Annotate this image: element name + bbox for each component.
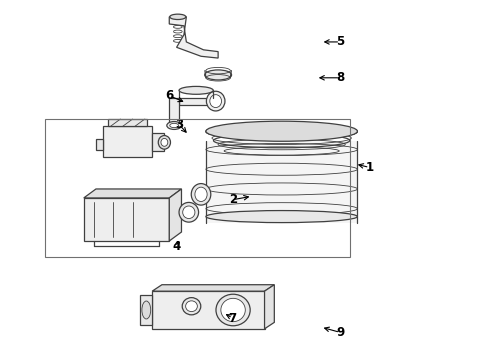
Ellipse shape bbox=[161, 138, 168, 146]
Ellipse shape bbox=[206, 211, 357, 222]
Ellipse shape bbox=[186, 301, 197, 312]
Ellipse shape bbox=[170, 123, 178, 128]
Polygon shape bbox=[169, 98, 179, 123]
Ellipse shape bbox=[206, 91, 225, 111]
Text: 9: 9 bbox=[336, 326, 344, 339]
Polygon shape bbox=[152, 291, 265, 329]
Text: 5: 5 bbox=[336, 35, 344, 49]
Polygon shape bbox=[265, 285, 274, 329]
Ellipse shape bbox=[195, 187, 207, 202]
Text: 8: 8 bbox=[336, 71, 344, 84]
Ellipse shape bbox=[210, 95, 221, 108]
Ellipse shape bbox=[179, 86, 213, 94]
Polygon shape bbox=[108, 119, 147, 126]
Polygon shape bbox=[140, 295, 152, 325]
Ellipse shape bbox=[216, 294, 250, 326]
Polygon shape bbox=[169, 189, 181, 241]
Bar bbox=[206, 140, 357, 223]
Ellipse shape bbox=[167, 122, 181, 130]
Text: 7: 7 bbox=[229, 311, 237, 325]
Polygon shape bbox=[84, 189, 181, 198]
Polygon shape bbox=[179, 98, 213, 105]
Polygon shape bbox=[84, 198, 169, 241]
Text: 6: 6 bbox=[165, 89, 173, 102]
Ellipse shape bbox=[170, 14, 186, 19]
Ellipse shape bbox=[142, 301, 151, 319]
Polygon shape bbox=[152, 134, 164, 151]
Polygon shape bbox=[96, 139, 103, 149]
Text: 3: 3 bbox=[175, 118, 183, 131]
Ellipse shape bbox=[205, 70, 232, 80]
Ellipse shape bbox=[182, 298, 201, 315]
Ellipse shape bbox=[221, 298, 245, 321]
Bar bbox=[45, 119, 350, 257]
Polygon shape bbox=[169, 17, 218, 58]
Text: 2: 2 bbox=[229, 193, 237, 206]
Ellipse shape bbox=[179, 202, 198, 222]
Ellipse shape bbox=[191, 184, 211, 205]
Polygon shape bbox=[152, 285, 274, 291]
Ellipse shape bbox=[206, 121, 357, 141]
Text: 1: 1 bbox=[366, 161, 374, 174]
Ellipse shape bbox=[158, 135, 171, 149]
Ellipse shape bbox=[183, 206, 195, 219]
Text: 4: 4 bbox=[172, 240, 181, 253]
Ellipse shape bbox=[206, 123, 357, 140]
Polygon shape bbox=[103, 126, 152, 157]
